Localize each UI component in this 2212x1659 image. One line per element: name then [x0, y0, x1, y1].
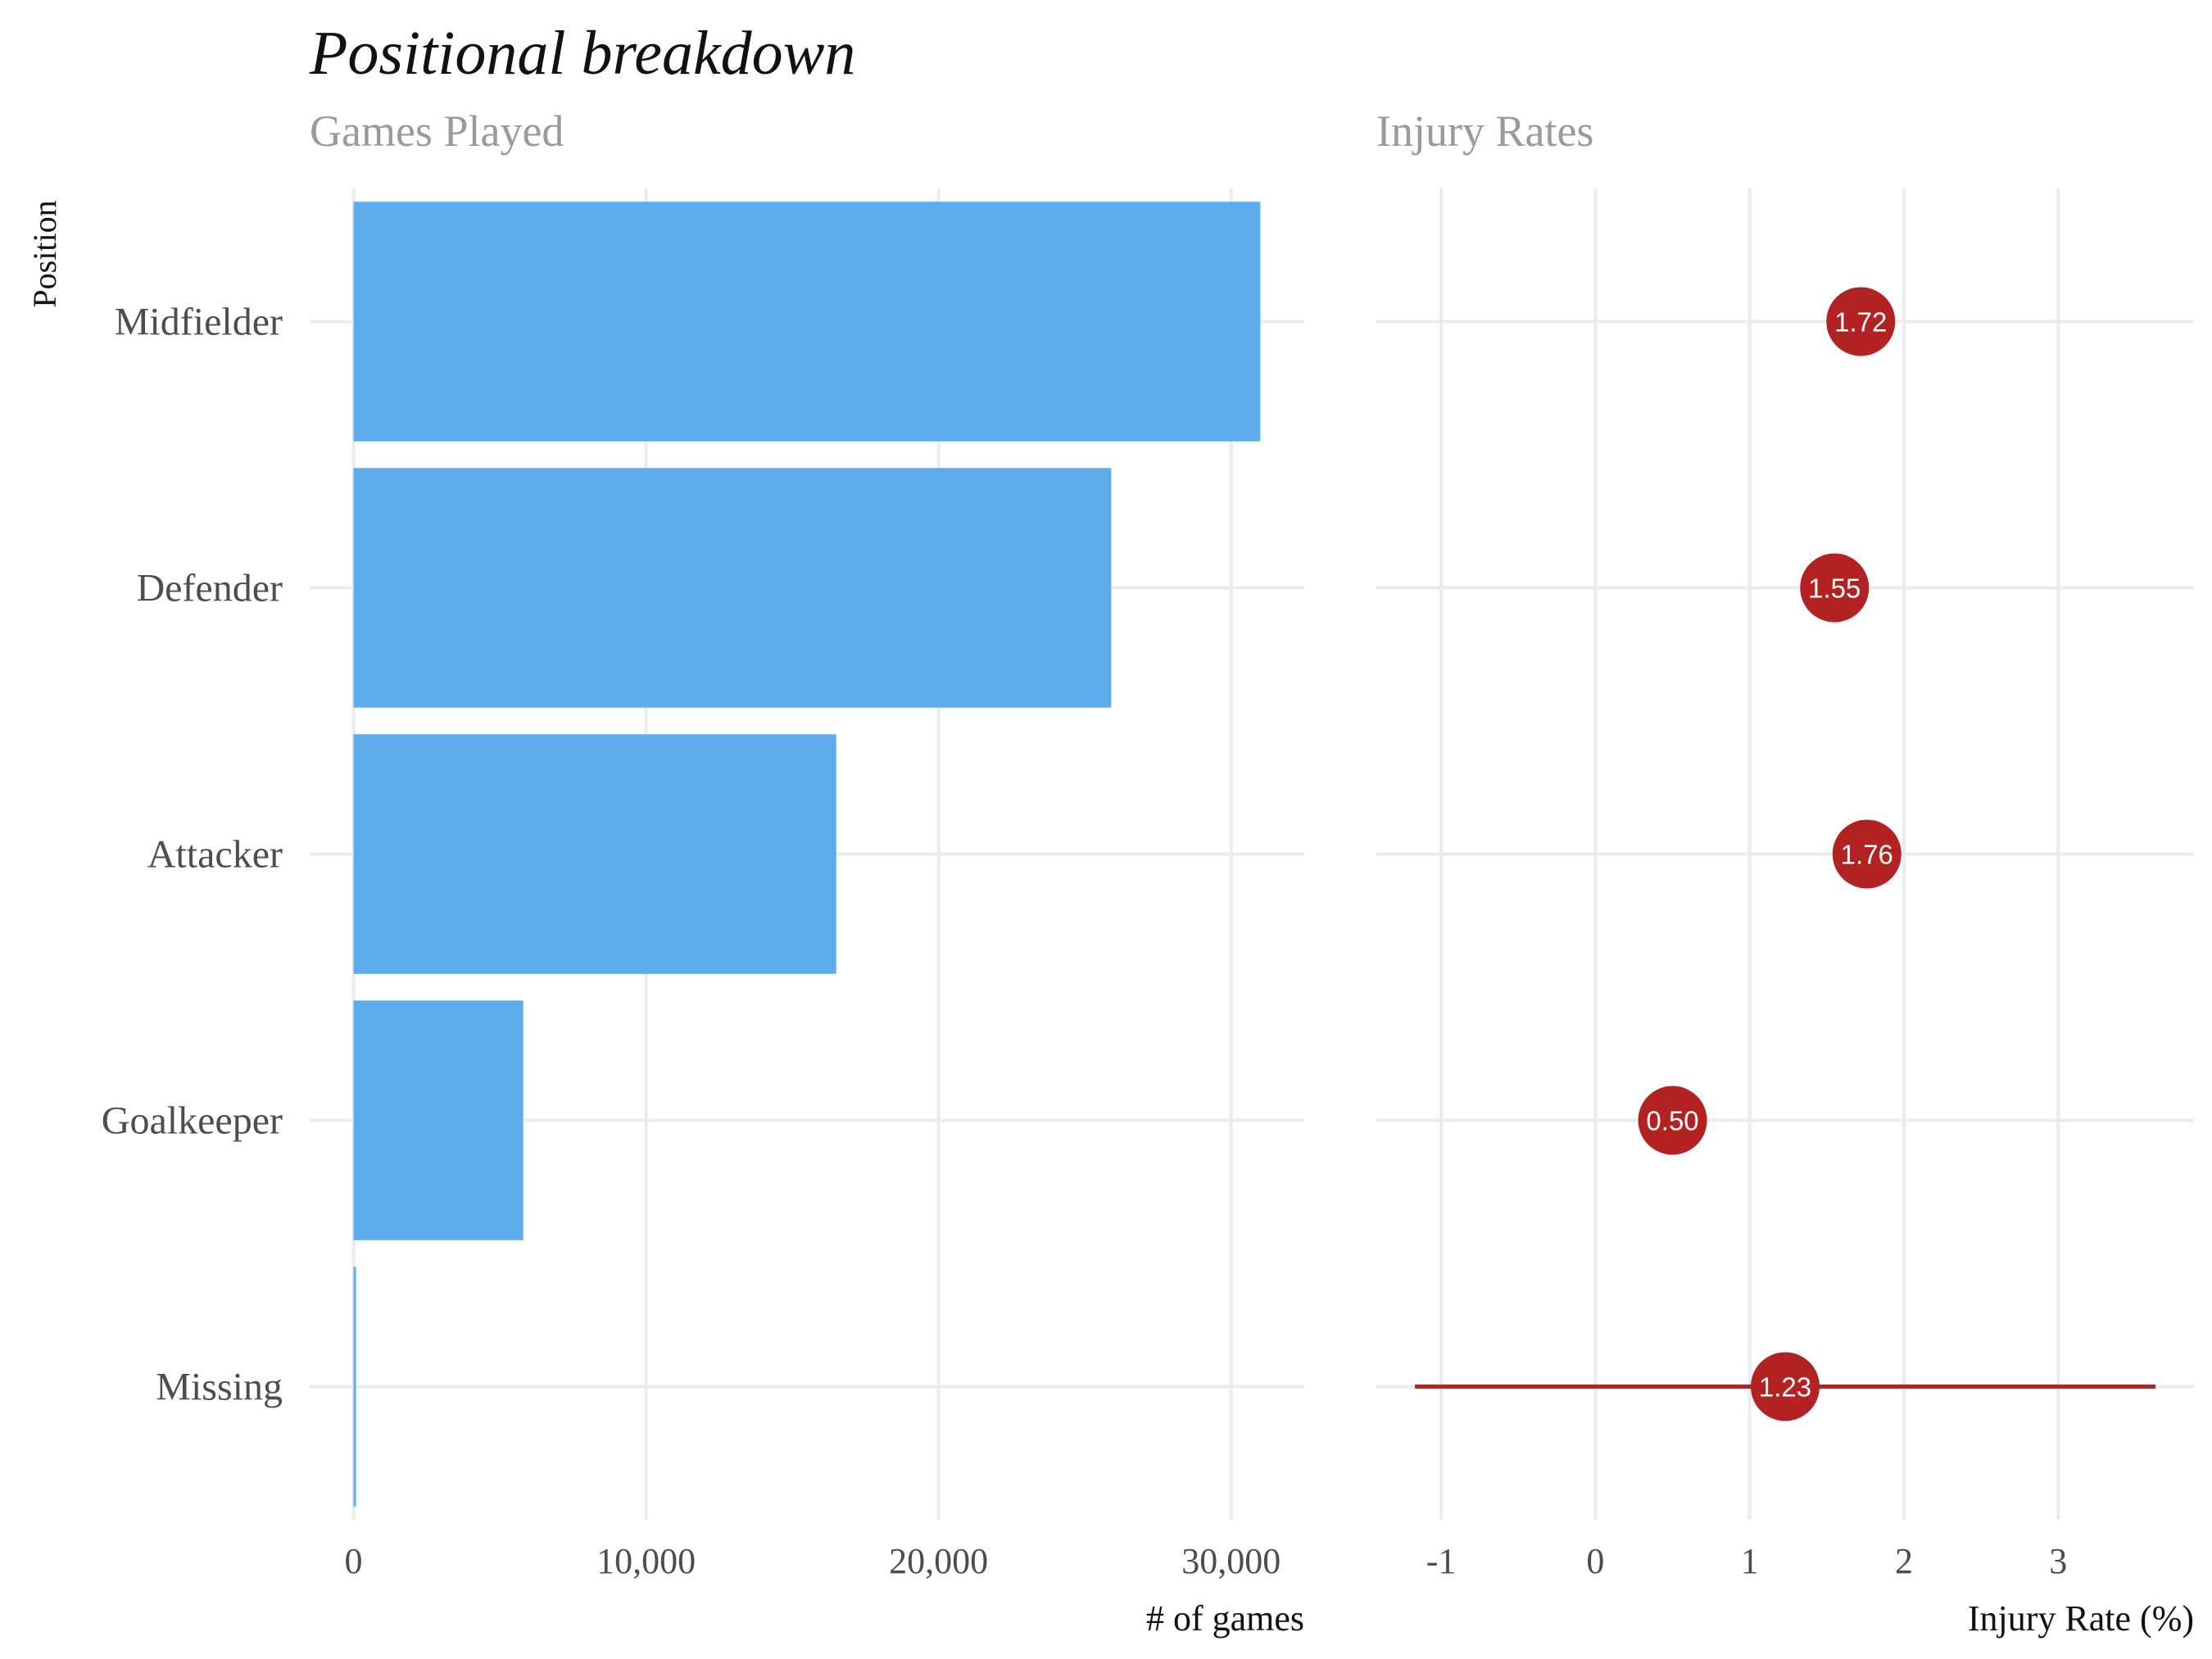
point-label: 1.76	[1841, 840, 1893, 870]
point-missing	[1751, 1352, 1820, 1421]
bar-attacker	[353, 734, 836, 974]
right-x-tick-label: 2	[1895, 1541, 1913, 1581]
y-axis-title: Position	[26, 200, 63, 307]
point-label: 1.72	[1834, 307, 1887, 338]
y-tick-label: Defender	[136, 567, 283, 610]
left-x-tick-label: 30,000	[1181, 1541, 1281, 1581]
right-x-tick-label: 1	[1741, 1541, 1759, 1581]
right-x-tick-label: 3	[2049, 1541, 2067, 1581]
point-attacker	[1832, 819, 1902, 889]
bar-missing	[353, 1267, 356, 1507]
point-defender	[1800, 553, 1870, 623]
left-x-tick-label: 0	[345, 1541, 363, 1581]
bar-midfielder	[353, 202, 1261, 442]
left-x-tick-label: 10,000	[596, 1541, 696, 1581]
left-panel-subtitle: Games Played	[310, 107, 564, 156]
y-tick-label: Midfielder	[115, 301, 283, 344]
bar-defender	[353, 468, 1112, 708]
right-x-tick-label: -1	[1426, 1541, 1457, 1581]
point-goalkeeper	[1638, 1086, 1707, 1155]
games-played-panel: 0 10,000 20,000 30,000 Midfielder Defender Att…	[102, 188, 1304, 1581]
right-x-tick-label: 0	[1586, 1541, 1604, 1581]
chart-title: Positional breakdown	[309, 19, 855, 88]
right-panel-subtitle: Injury Rates	[1376, 107, 1593, 156]
point-label: 0.50	[1646, 1106, 1698, 1136]
y-tick-label: Missing	[156, 1366, 283, 1409]
point-label: 1.23	[1759, 1372, 1811, 1403]
point-midfielder	[1826, 287, 1896, 356]
left-x-tick-label: 20,000	[889, 1541, 988, 1581]
point-label: 1.55	[1808, 573, 1861, 604]
left-x-axis-title: # of games	[1146, 1598, 1304, 1639]
bar-goalkeeper	[353, 1000, 524, 1240]
y-tick-label: Attacker	[147, 833, 283, 877]
injury-rates-panel: -1 0 1 2 3 1.72 1.55 1.76 0.50 1.23	[1376, 188, 2194, 1581]
right-x-axis-title: Injury Rate (%)	[1968, 1598, 2194, 1639]
y-tick-label: Goalkeeper	[102, 1099, 283, 1143]
